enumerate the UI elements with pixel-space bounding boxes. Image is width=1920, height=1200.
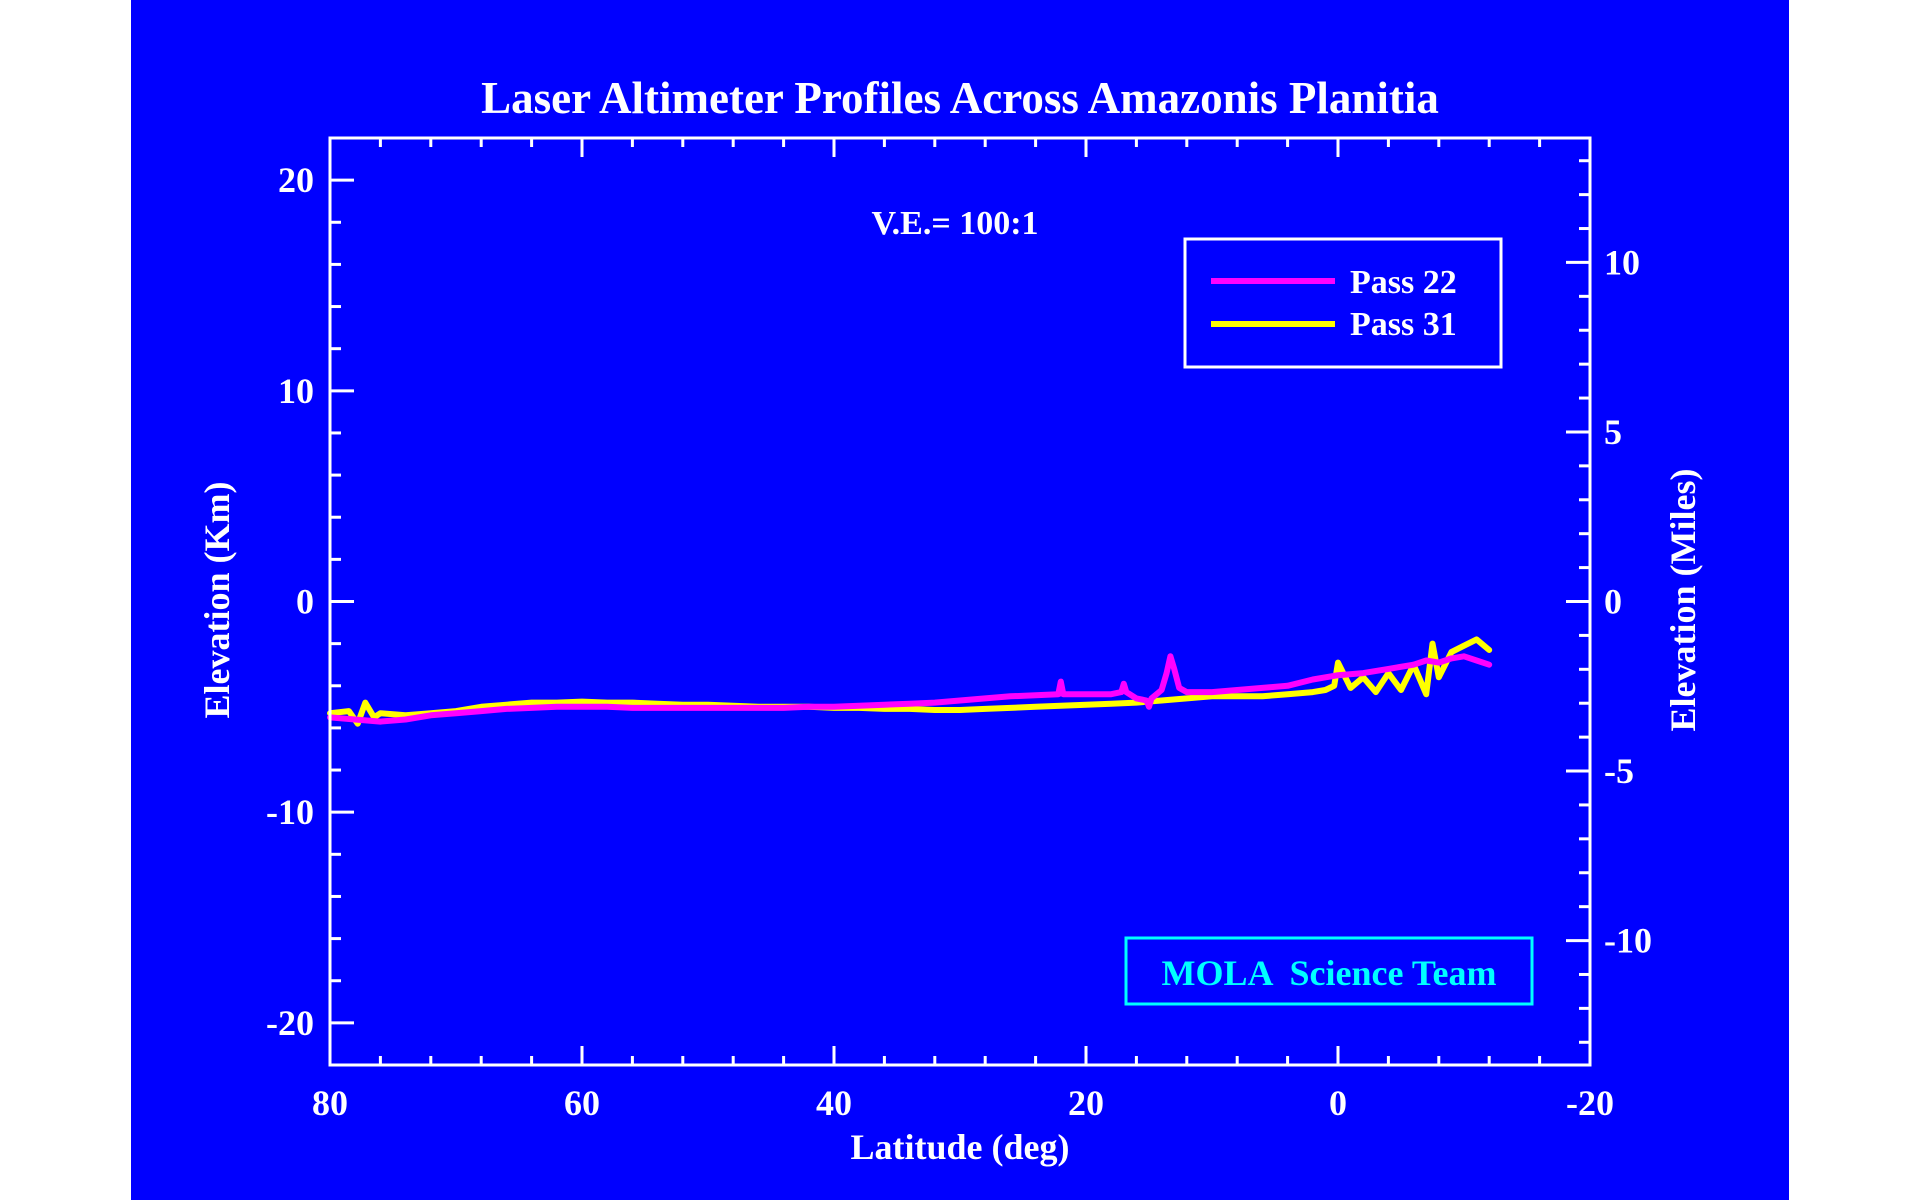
x-tick-label: 80 — [312, 1083, 348, 1123]
y-tick-label: 0 — [296, 582, 314, 622]
legend-label-pass-22: Pass 22 — [1350, 264, 1457, 301]
x-tick-label: -20 — [1566, 1083, 1614, 1123]
chart-canvas: Laser Altimeter Profiles Across Amazonis… — [131, 0, 1789, 1200]
x-axis-label: Latitude (deg) — [851, 1127, 1070, 1167]
credit-label: MOLA Science Team — [1162, 953, 1497, 993]
y-tick-label: -20 — [266, 1003, 314, 1043]
line-chart: Laser Altimeter Profiles Across Amazonis… — [197, 73, 1703, 1167]
x-tick-label: 0 — [1329, 1083, 1347, 1123]
legend: Pass 22 Pass 31 — [1183, 237, 1503, 369]
credit-box: MOLA Science Team — [1124, 936, 1534, 1006]
legend-box — [1183, 237, 1503, 369]
y-tick-label: 20 — [278, 160, 314, 200]
y2-tick-label: -10 — [1604, 921, 1652, 961]
y-tick-label: -10 — [266, 792, 314, 832]
x-tick-label: 20 — [1068, 1083, 1104, 1123]
chart-annotation: V.E.= 100:1 — [871, 205, 1038, 242]
series-line-pass-22 — [327, 653, 1493, 725]
chart-title: Laser Altimeter Profiles Across Amazonis… — [481, 73, 1439, 123]
y-axis-label: Elevation (Km) — [197, 482, 237, 719]
y2-axis-label: Elevation (Miles) — [1663, 469, 1703, 732]
x-tick-label: 40 — [816, 1083, 852, 1123]
legend-label-pass-31: Pass 31 — [1350, 306, 1457, 343]
y-tick-label: 10 — [278, 371, 314, 411]
plot-frame — [328, 136, 1592, 1067]
series-line-pass-31 — [327, 636, 1493, 727]
y2-tick-label: 0 — [1604, 582, 1622, 622]
y2-tick-label: 10 — [1604, 242, 1640, 282]
credit-frame — [1124, 936, 1534, 1006]
x-tick-label: 60 — [564, 1083, 600, 1123]
axis-ticks: 80 60 40 20 0 -20 20 10 0 -10 -20 10 5 0 -5 -10 — [266, 136, 1652, 1123]
y2-tick-label: -5 — [1604, 751, 1634, 791]
series-layer — [327, 636, 1493, 727]
y2-tick-label: 5 — [1604, 412, 1622, 452]
